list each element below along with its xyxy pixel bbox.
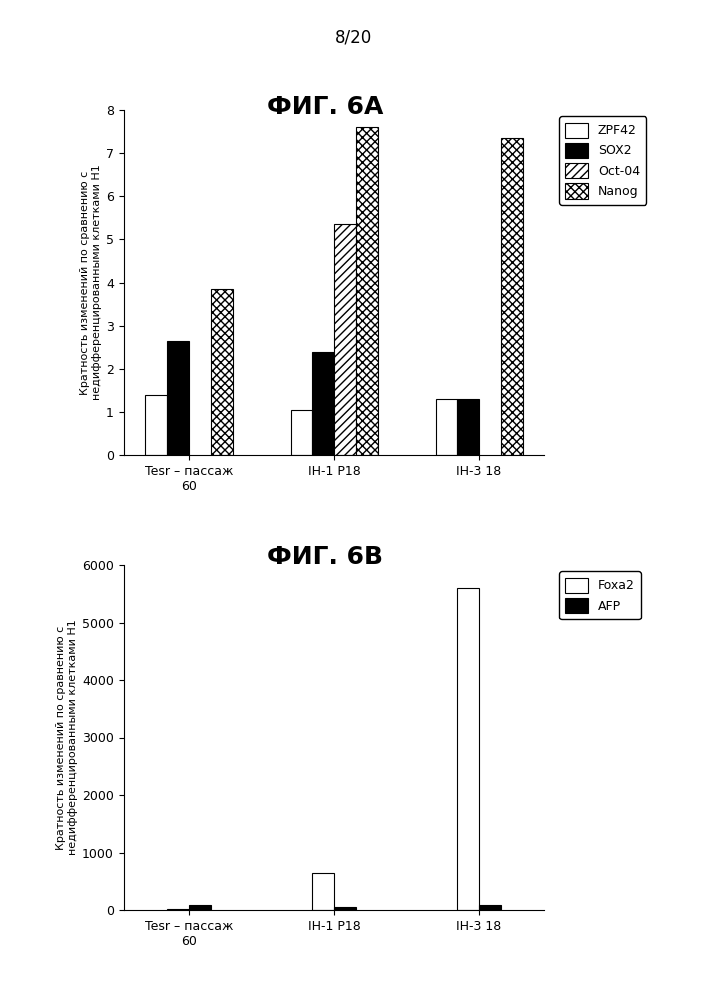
Bar: [457, 399, 479, 455]
Text: ФИГ. 6А: ФИГ. 6А: [267, 95, 383, 119]
Bar: [334, 224, 356, 455]
Legend: ZPF42, SOX2, Oct-04, Nanog: ZPF42, SOX2, Oct-04, Nanog: [559, 116, 646, 205]
Text: ФИГ. 6В: ФИГ. 6В: [267, 545, 383, 569]
Y-axis label: Кратность изменений по сравнению с
недифференцированными клетками H1: Кратность изменений по сравнению с недиф…: [80, 165, 102, 400]
Bar: [291, 410, 312, 455]
Legend: Foxa2, AFP: Foxa2, AFP: [559, 571, 641, 619]
Bar: [312, 352, 334, 455]
Bar: [146, 395, 168, 455]
Text: 8/20: 8/20: [335, 28, 372, 46]
Bar: [436, 399, 457, 455]
Bar: [189, 905, 211, 910]
Bar: [168, 341, 189, 455]
Bar: [457, 588, 479, 910]
Y-axis label: Кратность изменений по сравнению с
недифференцированными клетками H1: Кратность изменений по сравнению с недиф…: [57, 620, 78, 855]
Bar: [356, 127, 378, 455]
Bar: [501, 138, 522, 455]
Bar: [479, 905, 501, 910]
Bar: [334, 907, 356, 910]
Bar: [211, 289, 233, 455]
Bar: [312, 873, 334, 910]
